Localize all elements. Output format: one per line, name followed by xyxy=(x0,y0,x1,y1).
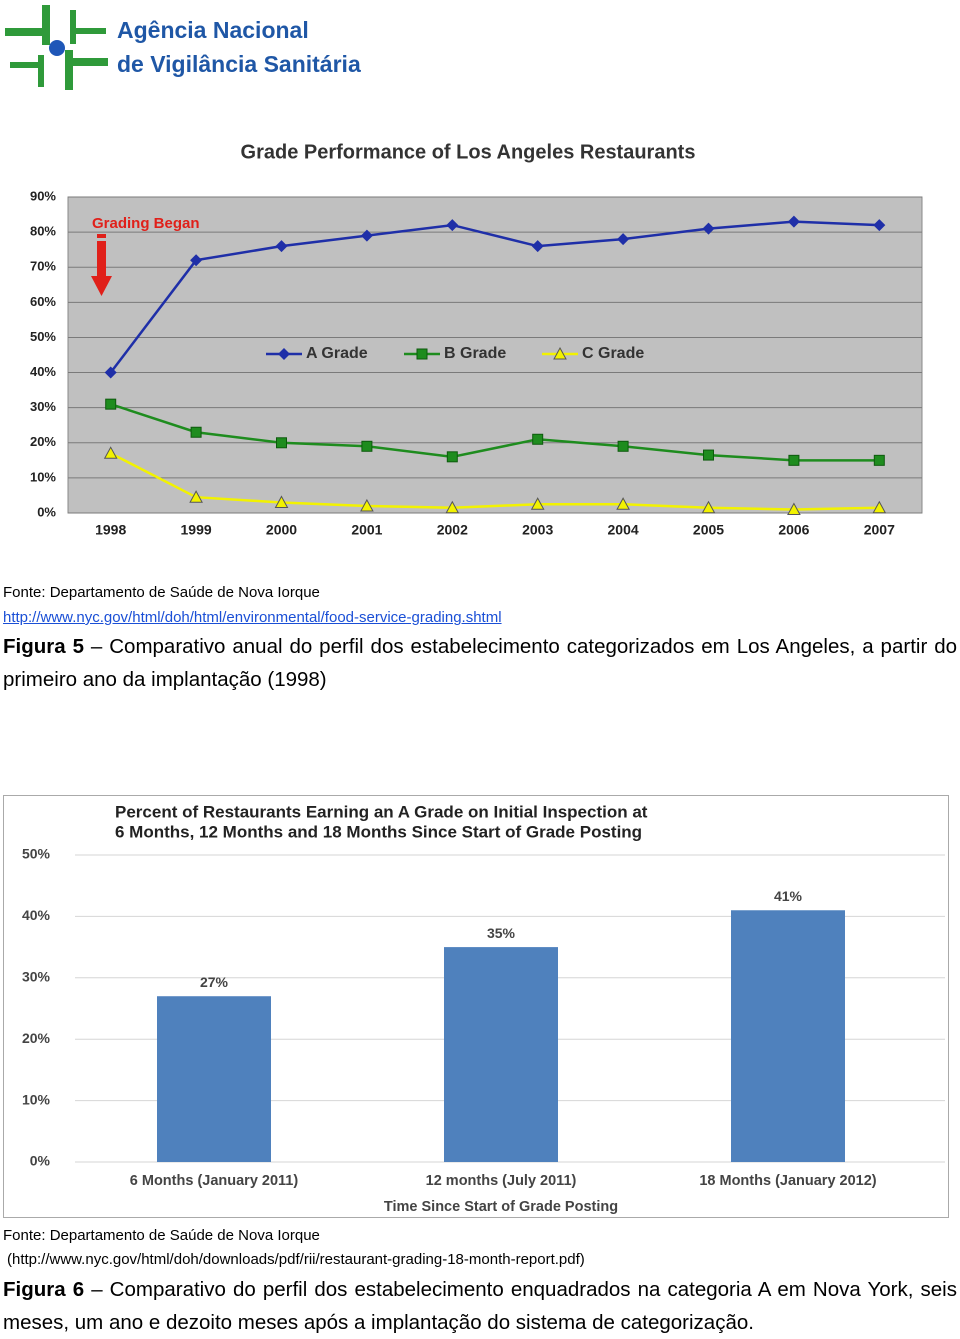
y-tick-label: 20% xyxy=(30,434,56,449)
point xyxy=(787,215,800,228)
point xyxy=(617,233,630,246)
logo-dot xyxy=(49,40,65,56)
logo: Agência Nacional de Vigilância Sanitária xyxy=(5,5,361,90)
annotation-arrow xyxy=(91,241,112,296)
series-line xyxy=(110,402,880,462)
point xyxy=(276,437,287,449)
bar xyxy=(731,910,845,1162)
point xyxy=(553,346,567,360)
x-tick-label: 1999 xyxy=(181,522,212,538)
series-line xyxy=(110,452,880,511)
chart-title: 6 Months, 12 Months and 18 Months Since … xyxy=(115,822,642,841)
point xyxy=(189,490,203,503)
x-tick-label: 6 Months (January 2011) xyxy=(130,1173,299,1189)
x-tick-label: 2007 xyxy=(864,522,895,538)
point xyxy=(278,348,290,360)
point xyxy=(360,229,373,242)
point xyxy=(703,449,714,461)
chart-title: Percent of Restaurants Earning an A Grad… xyxy=(115,802,648,821)
value-label: 27% xyxy=(200,974,229,990)
series-line xyxy=(109,220,880,374)
point xyxy=(787,502,801,515)
point xyxy=(446,451,458,463)
bar xyxy=(157,996,271,1162)
x-tick-label: 12 months (July 2011) xyxy=(426,1173,577,1189)
x-tick-label: 2006 xyxy=(778,522,809,538)
legend-label: A Grade xyxy=(306,345,368,362)
point xyxy=(616,497,630,510)
legend-label: B Grade xyxy=(444,345,506,362)
bar xyxy=(444,947,558,1162)
y-tick-label: 10% xyxy=(22,1091,51,1107)
point xyxy=(360,498,374,512)
point xyxy=(702,222,715,235)
caption-text: – Comparativo anual do perfil dos estabe… xyxy=(3,635,957,691)
y-tick-label: 50% xyxy=(22,846,51,862)
org-name: Agência Nacional xyxy=(117,17,309,43)
source-link: (http://www.nyc.gov/html/doh/downloads/p… xyxy=(7,1251,585,1268)
point xyxy=(361,440,373,452)
y-tick-label: 0% xyxy=(30,1153,51,1169)
x-tick-label: 1998 xyxy=(95,522,126,538)
annotation-arrow xyxy=(97,234,106,238)
y-tick-label: 10% xyxy=(30,469,56,484)
point xyxy=(445,500,460,514)
point xyxy=(446,219,459,232)
y-tick-label: 20% xyxy=(22,1030,51,1046)
x-tick-label: 18 Months (January 2012) xyxy=(699,1173,876,1189)
point xyxy=(530,497,545,510)
y-tick-label: 90% xyxy=(30,188,56,203)
point xyxy=(788,454,800,466)
line-chart: Grade Performance of Los Angeles Restaur… xyxy=(30,141,923,538)
y-tick-label: 30% xyxy=(30,399,56,414)
y-tick-label: 80% xyxy=(30,224,56,239)
source: Fonte: Departamento de Saúde de Nova Ior… xyxy=(3,584,320,601)
x-axis-label: Time Since Start of Grade Posting xyxy=(384,1199,618,1215)
point xyxy=(701,500,716,514)
x-tick-label: 2004 xyxy=(608,522,639,538)
point xyxy=(275,240,288,253)
logo-mark xyxy=(5,5,108,90)
y-tick-label: 0% xyxy=(37,504,56,519)
point xyxy=(105,398,117,410)
value-label: 35% xyxy=(487,925,516,941)
point xyxy=(104,366,117,379)
legend-label: C Grade xyxy=(582,345,644,362)
x-tick-label: 2003 xyxy=(522,522,553,538)
caption-label: Figura 5 xyxy=(3,635,84,658)
point xyxy=(532,433,544,445)
caption-text: – Comparativo do perfil dos estabelecime… xyxy=(3,1278,957,1334)
y-tick-label: 40% xyxy=(30,364,56,379)
y-tick-label: 60% xyxy=(30,294,56,309)
caption: Figura 5 – Comparativo anual do perfil d… xyxy=(3,630,957,696)
caption-label: Figura 6 xyxy=(3,1278,85,1301)
point xyxy=(190,254,203,267)
y-tick-label: 40% xyxy=(22,907,51,923)
point xyxy=(872,500,887,514)
y-tick-label: 30% xyxy=(22,969,51,985)
bar-chart: Percent of Restaurants Earning an A Grad… xyxy=(3,795,949,1218)
org-name: de Vigilância Sanitária xyxy=(117,51,361,77)
point xyxy=(190,426,202,438)
value-label: 41% xyxy=(774,888,803,904)
point xyxy=(873,219,886,232)
x-tick-label: 2000 xyxy=(266,522,297,538)
annotation: Grading Began xyxy=(92,215,200,232)
point xyxy=(416,348,428,360)
point xyxy=(531,240,544,253)
source-link[interactable]: http://www.nyc.gov/html/doh/html/environ… xyxy=(3,609,502,626)
caption: Figura 6 – Comparativo do perfil dos est… xyxy=(3,1273,957,1339)
point xyxy=(274,495,289,508)
point xyxy=(617,440,629,452)
chart-title: Grade Performance of Los Angeles Restaur… xyxy=(241,141,696,163)
x-tick-label: 2002 xyxy=(437,522,468,538)
y-tick-label: 50% xyxy=(30,329,56,344)
x-tick-label: 2001 xyxy=(351,522,382,538)
source: Fonte: Departamento de Saúde de Nova Ior… xyxy=(3,1227,320,1244)
x-tick-label: 2005 xyxy=(693,522,724,538)
point xyxy=(103,446,118,459)
point xyxy=(873,454,885,466)
y-tick-label: 70% xyxy=(30,259,56,274)
